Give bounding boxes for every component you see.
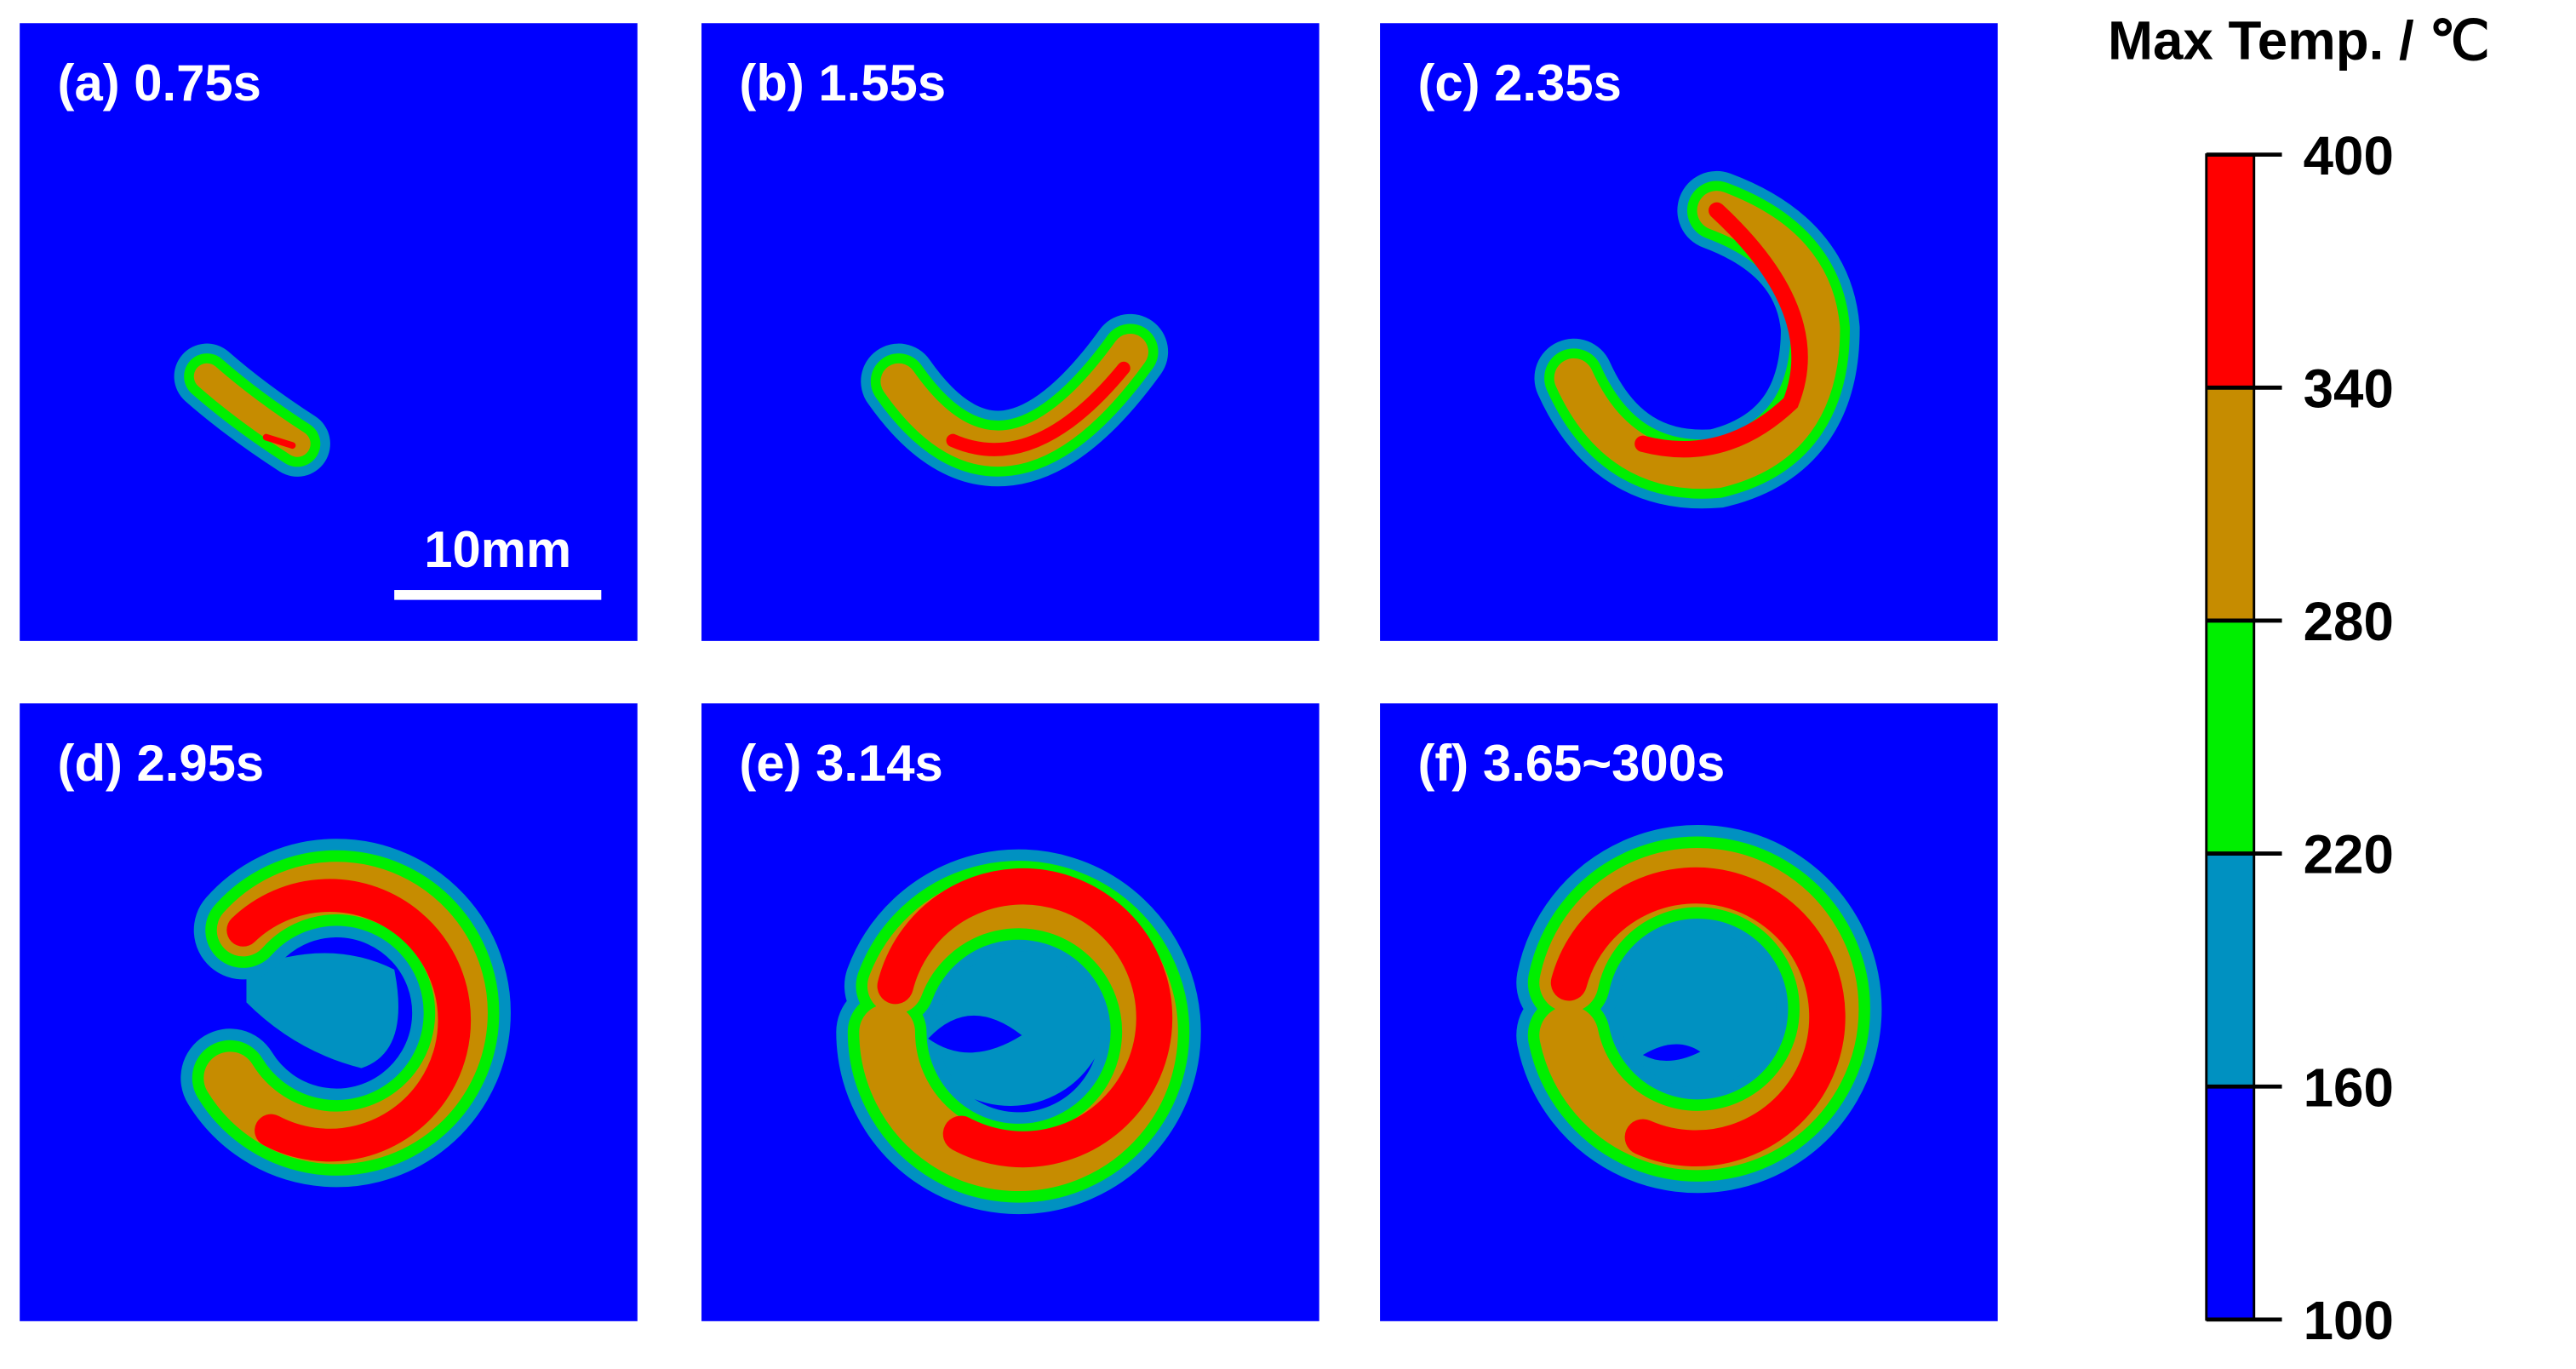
panel-label: (a) 0.75s [58,54,261,112]
contour-peak [946,361,1131,456]
contour-peak [877,868,1173,1168]
scale-bar [394,590,602,600]
colorbar-title: Max Temp. / ℃ [2108,11,2490,72]
panel-label: (d) 2.95s [58,735,265,792]
colorbar-segment [2206,853,2254,1087]
panel-background [20,23,638,641]
panel: (a) 0.75s [20,23,638,641]
panel: (c) 2.35s [1380,23,1998,641]
contour-hole [1642,1044,1701,1062]
colorbar-tick-label: 340 [2304,358,2394,419]
contour-peak [1634,202,1808,458]
contour-hole [928,1015,1022,1053]
panel-label: (c) 2.35s [1417,54,1621,112]
panel-label: (b) 1.55s [739,54,946,112]
contour-fill [246,953,398,1068]
panel-label: (f) 3.65~300s [1417,735,1725,792]
panel-label: (e) 3.14s [739,735,942,792]
contour-peak [1550,867,1846,1166]
contour-band [1554,191,1840,490]
colorbar-tick-label: 220 [2304,825,2394,885]
colorbar-segment [2206,1086,2254,1320]
colorbar-tick-label: 160 [2304,1057,2394,1118]
colorbar-tick-label: 100 [2304,1291,2394,1351]
colorbar-segment [2206,620,2254,854]
colorbar-segment [2206,387,2254,621]
scale-bar-label: 10mm [424,521,571,578]
panel-background [1380,23,1998,641]
contour-peak [262,433,296,450]
contour-band [193,363,311,457]
panel: (b) 1.55s [701,23,1319,641]
colorbar-tick-label: 280 [2304,592,2394,652]
contour-peak [226,879,472,1162]
colorbar-segment [2206,154,2254,388]
panel: (f) 3.65~300s [1380,703,1998,1321]
panel: (d) 2.95s [20,703,638,1321]
colorbar-tick-label: 400 [2304,126,2394,186]
panel-background [701,23,1319,641]
panel: (e) 3.14s [701,703,1319,1321]
